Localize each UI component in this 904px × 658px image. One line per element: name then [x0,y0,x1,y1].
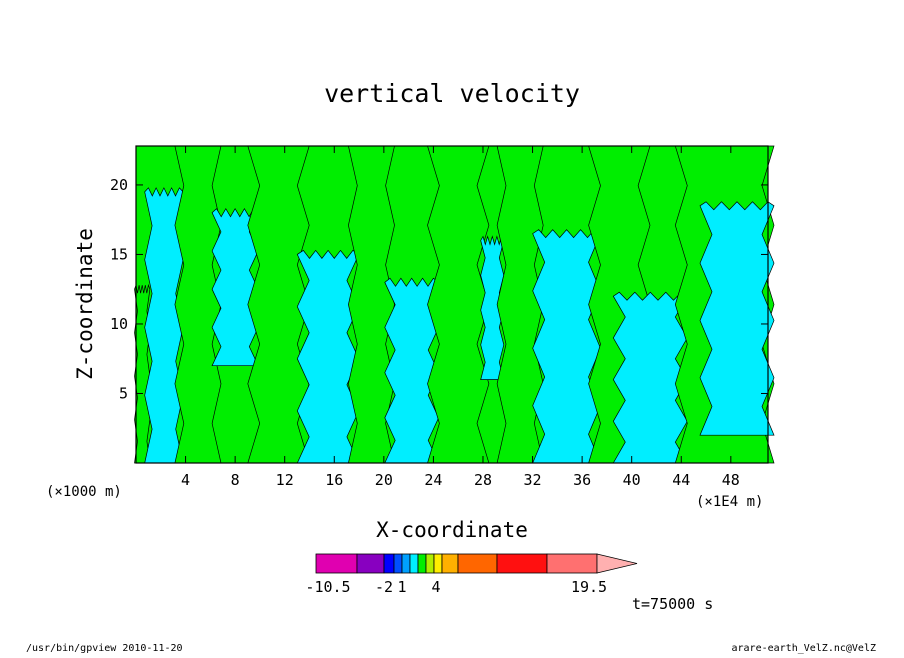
x-tick-label: 40 [623,471,641,489]
colorbar-label: 1 [397,578,406,596]
colorbar-segment [315,553,358,574]
velocity-region-8 [427,145,490,464]
colorbar-segment [393,553,403,574]
x-tick-label: 24 [424,471,442,489]
x-tick-label: 48 [722,471,740,489]
colorbar-segment [356,553,385,574]
velocity-region-2 [174,145,222,464]
x-tick-label: 8 [231,471,240,489]
chart-title: vertical velocity [324,79,580,108]
colorbar-label: -2 [375,578,393,596]
colorbar: -10.5 -2 1 4 19.5 [305,553,638,596]
y-tick-label: 15 [110,245,128,263]
colorbar-segment [417,553,427,574]
y-tick-label: 5 [119,384,128,402]
colorbar-segment [433,553,443,574]
velocity-region-15 [699,201,775,436]
x-tick-label: 44 [672,471,690,489]
x-tick-label: 20 [375,471,393,489]
x-tick-label: 28 [474,471,492,489]
colorbar-segment [401,553,411,574]
footer-right: arare-earth_VelZ.nc@VelZ [732,643,877,654]
colorbar-segment [383,553,395,574]
colorbar-segment [546,553,598,574]
x-unit-left: (×1000 m) [46,484,122,500]
time-label: t=75000 s [632,595,713,613]
y-axis-label: Z-coordinate [73,228,97,380]
footer-left: /usr/bin/gpview 2010-11-20 [26,643,183,654]
colorbar-segment [441,553,459,574]
colorbar-segment [409,553,419,574]
colorbar-segment [496,553,548,574]
x-axis-label: X-coordinate [376,518,528,542]
colorbar-label: 19.5 [571,578,607,596]
velocity-region-10 [496,145,544,464]
x-tick-label: 16 [325,471,343,489]
x-tick-label: 32 [524,471,542,489]
colorbar-extend-arrow [596,553,638,574]
velocity-region-1 [144,187,184,464]
y-tick-label: 10 [110,315,128,333]
y-tick-label: 20 [110,176,128,194]
x-tick-label: 36 [573,471,591,489]
colorbar-label: 4 [431,578,440,596]
colorbar-segment [425,553,435,574]
plot-frame [135,145,769,464]
x-unit-right: (×1E4 m) [696,494,763,510]
x-tick-label: 12 [276,471,294,489]
colorbar-label: -10.5 [305,578,350,596]
colorbar-segment [457,553,498,574]
x-tick-label: 4 [181,471,190,489]
